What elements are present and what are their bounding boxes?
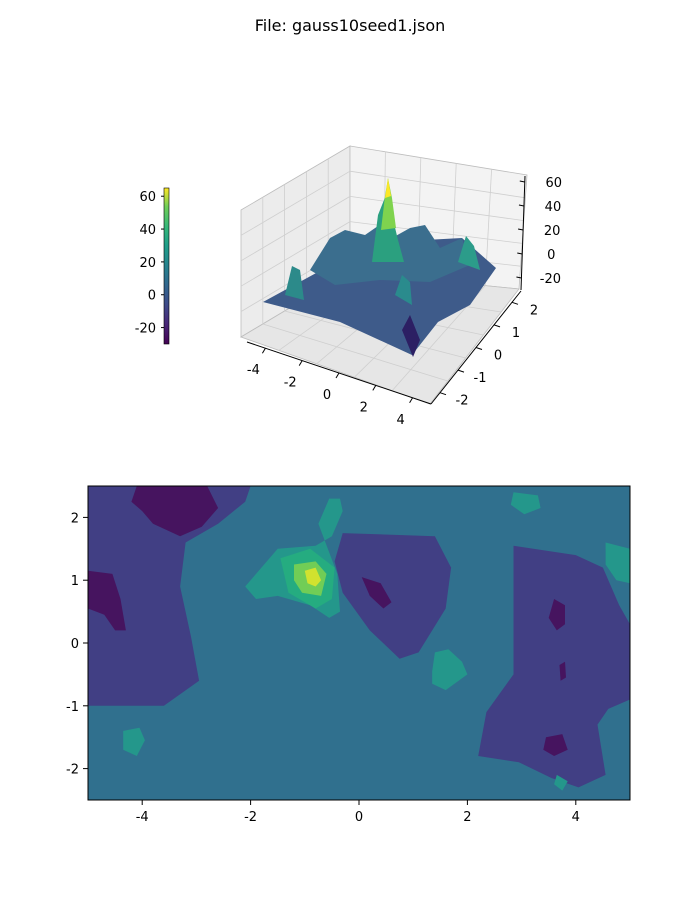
- x-tick-label: 4: [396, 413, 404, 428]
- colorbar-tick-label: 0: [148, 289, 156, 304]
- surface-mesh: [263, 178, 496, 357]
- contour-region-teal-green: [432, 649, 468, 691]
- contour-region-deep-purple: [543, 734, 568, 756]
- grid-line: [262, 323, 448, 382]
- z-tick-label: 40: [545, 200, 562, 215]
- contour-y-tick-label: -1: [66, 700, 79, 715]
- grid-line: [240, 196, 351, 262]
- y-tick-label: -1: [474, 371, 487, 386]
- z-ticks-3d: -20 0 20 40 60: [516, 176, 562, 287]
- contour-y-tick-label: 2: [71, 511, 79, 526]
- x-tick-label: -2: [284, 376, 297, 391]
- y-ticks-3d: -2 -1 012: [439, 301, 538, 409]
- y-tick-label: 1: [512, 326, 520, 341]
- figure-title: File: gauss10seed1.json: [254, 16, 446, 35]
- grid-line: [240, 170, 351, 236]
- colorbar-tick-label: 60: [139, 190, 156, 205]
- colorbar-tick-label: 40: [139, 223, 156, 238]
- grid-line: [349, 196, 524, 221]
- z-tick-label: -20: [540, 272, 561, 287]
- z-tick-label: 20: [544, 224, 561, 239]
- x-tick-mark: [372, 385, 377, 391]
- contour-region-deep-purple: [548, 599, 565, 631]
- y-tick-mark: [475, 347, 483, 350]
- contour-region-teal-green: [605, 542, 630, 584]
- surface-bump-right: [458, 236, 480, 270]
- surface-peak-tip: [385, 178, 391, 198]
- surface-bump-left: [285, 266, 304, 300]
- x-tick-mark: [261, 347, 266, 354]
- x-tick-label: -4: [247, 363, 260, 378]
- colorbar: -20 0 20 40 60: [135, 187, 170, 345]
- z-tick-mark: [519, 180, 525, 183]
- contour-x-tick-label: -4: [136, 810, 149, 825]
- colorbar-tick-label: -20: [135, 322, 156, 337]
- z-tick-mark: [516, 276, 522, 279]
- z-tick-label: 60: [546, 176, 563, 191]
- x-tick-label: 2: [360, 400, 368, 415]
- y-tick-mark: [457, 369, 465, 373]
- colorbar-tick-label: 20: [139, 256, 156, 271]
- contour-region-indigo: [334, 533, 452, 659]
- contour-x-tick-label: -2: [244, 810, 257, 825]
- colorbar-ticks: -20 0 20 40 60: [135, 190, 164, 337]
- grid-line: [349, 170, 526, 199]
- y-tick-mark: [511, 301, 519, 305]
- contour-x-ticks: -4 -2 0 2 4: [136, 800, 580, 825]
- z-tick-mark: [517, 252, 523, 255]
- z-axis-line: [520, 175, 526, 291]
- contour-plot: -4 -2 0 2 4 -2 -1 0 1 2: [66, 485, 631, 825]
- y-tick-label: 0: [494, 349, 502, 364]
- contour-region-indigo: [88, 486, 251, 706]
- contour-region-yellow: [304, 567, 322, 587]
- x-tick-label: 0: [323, 388, 331, 403]
- z-tick-mark: [518, 228, 524, 231]
- contour-y-tick-label: -2: [66, 763, 79, 778]
- x-tick-mark: [409, 397, 414, 404]
- y-tick-label: 2: [530, 303, 538, 318]
- contour-region-teal-green: [510, 492, 541, 515]
- z-tick-mark: [518, 204, 525, 207]
- contour-regions: [88, 486, 630, 791]
- colorbar-gradient: [163, 187, 170, 345]
- grid-line: [240, 221, 351, 287]
- z-tick-label: 0: [547, 248, 555, 263]
- contour-region-deep-purple: [88, 570, 126, 631]
- x-tick-mark: [335, 372, 340, 379]
- contour-y-tick-label: 0: [71, 637, 79, 652]
- contour-x-tick-label: 2: [463, 810, 471, 825]
- y-tick-mark: [439, 392, 447, 396]
- contour-region-teal-green: [554, 774, 568, 791]
- contour-region-deep-purple: [361, 577, 392, 609]
- contour-region-deep-purple: [559, 661, 566, 681]
- contour-region-indigo: [478, 545, 630, 788]
- surface-bump-mid: [395, 275, 412, 305]
- y-tick-label: -2: [456, 394, 469, 409]
- contour-y-tick-label: 1: [71, 574, 79, 589]
- surface-dip: [402, 315, 420, 357]
- x-ticks-3d: -4 -2 0 2 4: [247, 347, 414, 428]
- x-tick-mark: [298, 360, 303, 366]
- contour-region-deep-purple: [131, 486, 219, 537]
- contour-y-ticks: -2 -1 0 1 2: [66, 511, 88, 778]
- contour-x-tick-label: 4: [572, 810, 580, 825]
- contour-x-tick-label: 0: [355, 810, 363, 825]
- y-tick-mark: [493, 324, 501, 328]
- contour-region-teal-green: [123, 727, 145, 756]
- surface-peak: [381, 178, 396, 230]
